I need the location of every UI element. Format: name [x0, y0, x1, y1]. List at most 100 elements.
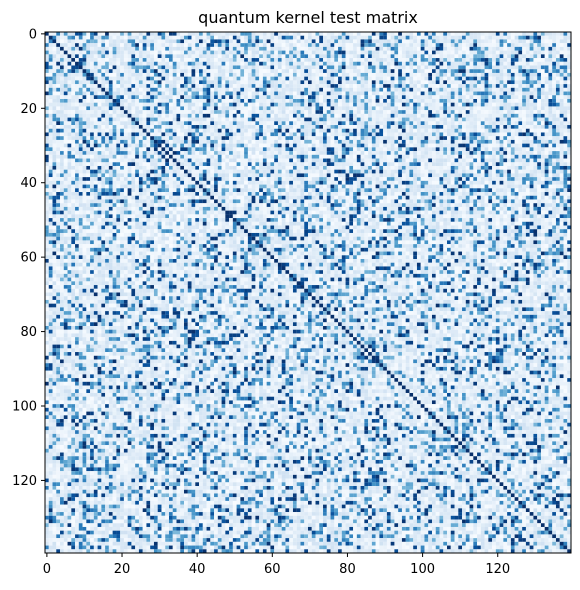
heatmap-cell: [259, 88, 263, 92]
heatmap-cell: [346, 58, 350, 62]
heatmap-cell: [267, 110, 271, 114]
heatmap-cell: [357, 84, 361, 88]
heatmap-cell: [331, 36, 335, 40]
heatmap-cell: [135, 106, 139, 110]
heatmap-cell: [316, 80, 320, 84]
heatmap-cell: [282, 121, 286, 125]
heatmap-cell: [394, 140, 398, 144]
heatmap-cell: [161, 162, 165, 166]
heatmap-cell: [173, 73, 177, 77]
heatmap-cell: [124, 121, 128, 125]
heatmap-cell: [278, 136, 282, 140]
heatmap-cell: [240, 151, 244, 155]
heatmap-cell: [304, 92, 308, 96]
heatmap-cell: [105, 73, 109, 77]
heatmap-cell: [56, 39, 60, 43]
heatmap-cell: [240, 69, 244, 73]
heatmap-cell: [285, 114, 289, 118]
heatmap-cell: [101, 51, 105, 55]
heatmap-cell: [203, 54, 207, 58]
heatmap-cell: [229, 114, 233, 118]
heatmap-cell: [252, 125, 256, 129]
heatmap-cell: [60, 58, 64, 62]
heatmap-cell: [120, 129, 124, 133]
heatmap-cell: [436, 88, 440, 92]
heatmap-cell: [409, 151, 413, 155]
heatmap-cell: [49, 114, 53, 118]
heatmap-cell: [105, 43, 109, 47]
heatmap-cell: [466, 65, 470, 69]
heatmap-cell: [545, 121, 549, 125]
heatmap-cell: [428, 51, 432, 55]
heatmap-cell: [86, 77, 90, 81]
heatmap-cell: [387, 103, 391, 107]
heatmap-cell: [372, 103, 376, 107]
heatmap-cell: [503, 62, 507, 66]
heatmap-cell: [60, 114, 64, 118]
heatmap-cell: [560, 121, 564, 125]
heatmap-cell: [541, 103, 545, 107]
heatmap-cell: [75, 36, 79, 40]
heatmap-cell: [75, 92, 79, 96]
heatmap-cell: [131, 84, 135, 88]
heatmap-cell: [188, 73, 192, 77]
heatmap-cell: [94, 159, 98, 163]
heatmap-cell: [289, 62, 293, 66]
heatmap-cell: [548, 54, 552, 58]
heatmap-cell: [496, 43, 500, 47]
heatmap-cell: [563, 32, 567, 36]
heatmap-cell: [492, 118, 496, 122]
heatmap-cell: [406, 114, 410, 118]
heatmap-cell: [150, 159, 154, 163]
heatmap-cell: [270, 99, 274, 103]
heatmap-cell: [109, 136, 113, 140]
heatmap-cell: [316, 88, 320, 92]
heatmap-cell: [455, 51, 459, 55]
heatmap-cell: [511, 151, 515, 155]
heatmap-cell: [327, 99, 331, 103]
heatmap-cell: [530, 118, 534, 122]
heatmap-cell: [229, 99, 233, 103]
heatmap-cell: [101, 114, 105, 118]
heatmap-cell: [530, 47, 534, 51]
heatmap-cell: [383, 144, 387, 148]
heatmap-cell: [282, 88, 286, 92]
heatmap-cell: [477, 95, 481, 99]
heatmap-cell: [488, 43, 492, 47]
heatmap-cell: [342, 159, 346, 163]
heatmap-cell: [90, 73, 94, 77]
heatmap-cell: [526, 58, 530, 62]
heatmap-cell: [417, 125, 421, 129]
heatmap-cell: [109, 99, 113, 103]
heatmap-cell: [233, 162, 237, 166]
heatmap-cell: [192, 106, 196, 110]
heatmap-cell: [451, 73, 455, 77]
heatmap-cell: [248, 73, 252, 77]
heatmap-cell: [364, 147, 368, 151]
heatmap-cell: [124, 73, 128, 77]
heatmap-cell: [492, 47, 496, 51]
heatmap-cell: [210, 84, 214, 88]
heatmap-cell: [304, 54, 308, 58]
heatmap-cell: [237, 54, 241, 58]
heatmap-cell: [199, 69, 203, 73]
heatmap-cell: [312, 121, 316, 125]
heatmap-cell: [402, 129, 406, 133]
heatmap-cell: [357, 162, 361, 166]
heatmap-cell: [240, 106, 244, 110]
heatmap-cell: [53, 80, 57, 84]
heatmap-cell: [428, 65, 432, 69]
heatmap-cell: [282, 159, 286, 163]
heatmap-cell: [488, 140, 492, 144]
heatmap-cell: [120, 136, 124, 140]
heatmap-cell: [113, 51, 117, 55]
heatmap-cell: [98, 155, 102, 159]
heatmap-cell: [75, 136, 79, 140]
heatmap-cell: [210, 77, 214, 81]
heatmap-cell: [436, 129, 440, 133]
heatmap-cell: [90, 92, 94, 96]
heatmap-cell: [285, 62, 289, 66]
heatmap-cell: [214, 129, 218, 133]
heatmap-cell: [451, 65, 455, 69]
heatmap-cell: [237, 77, 241, 81]
